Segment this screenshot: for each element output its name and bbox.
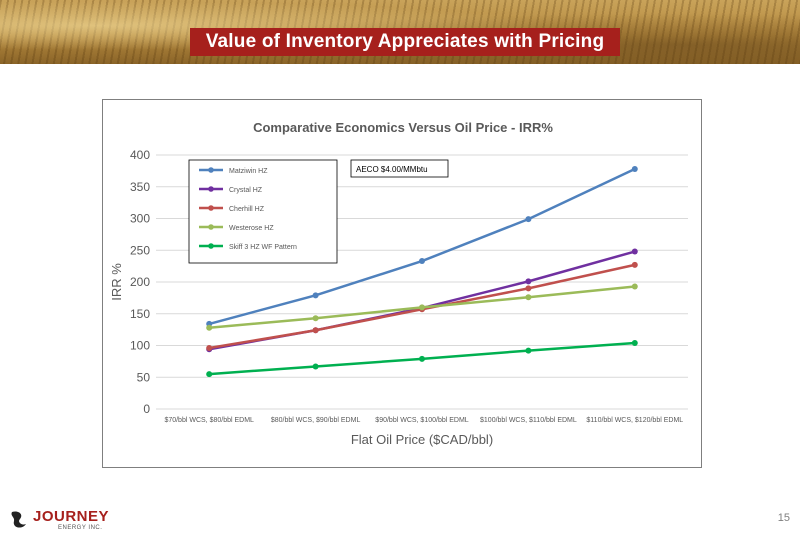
page-title: Value of Inventory Appreciates with Pric… bbox=[190, 28, 620, 56]
x-tick-label: $70/bbl WCS, $80/bbl EDML bbox=[164, 417, 254, 424]
irr-line-chart: Comparative Economics Versus Oil Price -… bbox=[109, 120, 688, 447]
x-tick-label: $100/bbl WCS, $110/bbl EDML bbox=[480, 417, 577, 424]
x-axis-label: Flat Oil Price ($CAD/bbl) bbox=[351, 432, 493, 447]
legend-label: Matziwin HZ bbox=[229, 168, 268, 175]
data-point bbox=[312, 315, 319, 322]
data-point bbox=[631, 248, 638, 255]
legend-label: Crystal HZ bbox=[229, 187, 263, 194]
chart-title: Comparative Economics Versus Oil Price -… bbox=[253, 120, 553, 135]
chart-frame: Comparative Economics Versus Oil Price -… bbox=[102, 99, 702, 468]
data-point bbox=[312, 292, 319, 299]
data-point bbox=[312, 327, 319, 334]
legend-marker bbox=[208, 224, 214, 230]
data-point bbox=[631, 283, 638, 290]
x-tick-label: $110/bbl WCS, $120/bbl EDML bbox=[586, 417, 683, 424]
header-banner: Value of Inventory Appreciates with Pric… bbox=[0, 0, 800, 64]
data-point bbox=[525, 347, 532, 354]
logo-subtext: ENERGY INC. bbox=[58, 525, 103, 531]
y-axis-label: IRR % bbox=[109, 263, 124, 301]
data-point bbox=[525, 294, 532, 301]
data-point bbox=[631, 165, 638, 172]
legend-marker bbox=[208, 186, 214, 192]
x-tick-label: $80/bbl WCS, $90/bbl EDML bbox=[271, 417, 361, 424]
logo-text: JOURNEY bbox=[33, 508, 110, 525]
data-point bbox=[419, 304, 425, 311]
legend-label: Cherhill HZ bbox=[229, 206, 265, 213]
y-tick-label: 300 bbox=[130, 212, 150, 226]
data-point bbox=[206, 324, 213, 331]
y-tick-label: 50 bbox=[137, 370, 151, 384]
legend-box bbox=[188, 159, 338, 264]
legend-label: Westerose HZ bbox=[229, 225, 274, 232]
legend-marker bbox=[208, 243, 214, 249]
y-tick-label: 250 bbox=[130, 243, 150, 257]
annotation-box bbox=[350, 159, 449, 178]
data-point bbox=[206, 371, 213, 378]
page-number: 15 bbox=[777, 512, 790, 524]
data-point bbox=[206, 345, 213, 352]
legend-marker bbox=[208, 205, 214, 211]
x-tick-label: $90/bbl WCS, $100/bbl EDML bbox=[375, 417, 468, 424]
y-tick-label: 350 bbox=[130, 180, 150, 194]
data-point bbox=[525, 278, 532, 285]
y-tick-label: 200 bbox=[130, 275, 150, 289]
data-point bbox=[419, 258, 425, 265]
data-point bbox=[631, 261, 638, 268]
logo-mark-icon bbox=[11, 511, 26, 528]
y-tick-label: 400 bbox=[130, 148, 150, 162]
series-line bbox=[208, 250, 636, 351]
annotation-text: AECO $4.00/MMbtu bbox=[356, 165, 428, 174]
legend-label: Skiff 3 HZ WF Pattern bbox=[229, 244, 297, 251]
y-tick-label: 0 bbox=[143, 402, 150, 416]
data-point bbox=[525, 216, 532, 223]
data-point bbox=[419, 355, 425, 362]
y-tick-label: 150 bbox=[130, 307, 150, 321]
y-tick-label: 100 bbox=[130, 339, 150, 353]
legend-marker bbox=[208, 167, 214, 173]
data-point bbox=[525, 285, 532, 292]
data-point bbox=[631, 339, 638, 346]
journey-logo: JOURNEY ENERGY INC. bbox=[8, 508, 128, 532]
data-point bbox=[312, 363, 319, 370]
